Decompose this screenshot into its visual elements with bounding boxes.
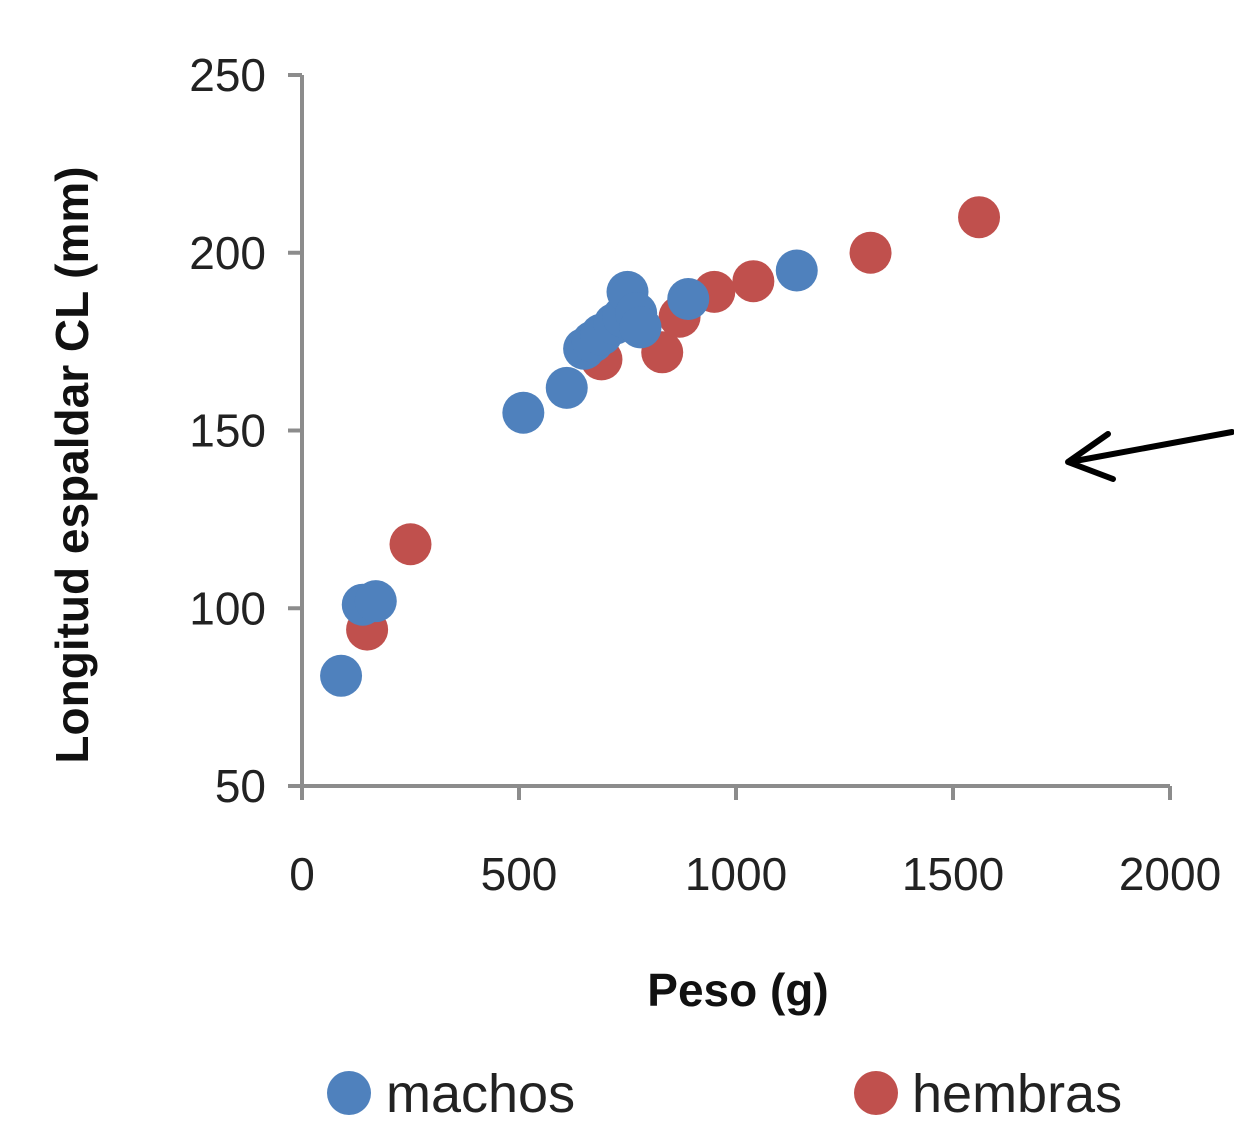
point-machos	[545, 366, 588, 409]
legend: machos hembras	[327, 1064, 1122, 1123]
y-tick-label: 100	[189, 582, 266, 634]
axes	[288, 73, 1172, 800]
x-tick-label: 0	[289, 848, 315, 900]
data-points	[320, 196, 1001, 697]
legend-label-hembras: hembras	[912, 1064, 1122, 1123]
point-hembras	[389, 523, 432, 566]
point-machos	[320, 654, 363, 697]
x-axis-title: Peso (g)	[647, 964, 828, 1016]
legend-marker-hembras	[854, 1071, 898, 1115]
point-hembras	[849, 231, 892, 274]
y-tick-label: 250	[189, 49, 266, 101]
point-machos	[619, 306, 662, 349]
annotation-arrow	[1065, 429, 1234, 482]
x-tick-label: 2000	[1119, 848, 1221, 900]
y-tick-label: 150	[189, 405, 266, 457]
point-hembras	[958, 196, 1001, 239]
x-tick-label: 1500	[902, 848, 1004, 900]
y-tick-label: 200	[189, 227, 266, 279]
point-machos	[354, 580, 397, 623]
legend-label-machos: machos	[386, 1064, 575, 1123]
tick-labels: 50 100 150 200 250 0 500 1000 1500 2000	[189, 49, 1221, 900]
legend-marker-machos	[327, 1071, 371, 1115]
point-machos	[667, 277, 710, 320]
x-tick-label: 1000	[685, 848, 787, 900]
x-tick-label: 500	[481, 848, 558, 900]
y-tick-label: 50	[215, 760, 266, 812]
point-machos	[775, 249, 818, 292]
y-axis-title: Longitud espaldar CL (mm)	[46, 166, 98, 763]
point-machos	[502, 391, 545, 434]
point-hembras	[732, 260, 775, 303]
